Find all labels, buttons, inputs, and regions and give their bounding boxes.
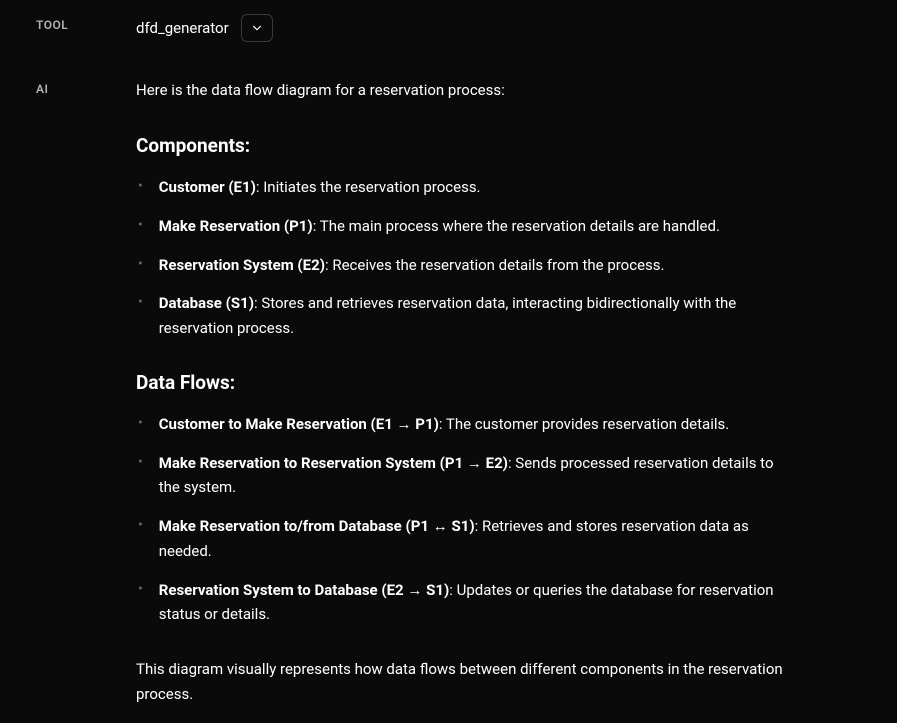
list-item-text: Reservation System to Database (E2 → S1)…	[159, 578, 796, 628]
list-item-text: Make Reservation to Reservation System (…	[159, 451, 796, 501]
bullet-icon: •	[138, 578, 143, 602]
tool-label: TOOL	[36, 14, 136, 32]
list-item: • Make Reservation (P1): The main proces…	[136, 214, 796, 239]
tool-selector: dfd_generator	[136, 14, 796, 42]
bullet-icon: •	[138, 451, 143, 475]
bullet-icon: •	[138, 412, 143, 436]
bullet-icon: •	[138, 175, 143, 199]
tool-row: TOOL dfd_generator	[36, 14, 861, 42]
ai-label: AI	[36, 78, 136, 96]
tool-dropdown-button[interactable]	[241, 14, 273, 42]
components-list: • Customer (E1): Initiates the reservati…	[136, 175, 796, 341]
list-item: • Make Reservation to/from Database (P1 …	[136, 514, 796, 564]
ai-row: AI Here is the data flow diagram for a r…	[36, 78, 861, 707]
list-item: • Reservation System to Database (E2 → S…	[136, 578, 796, 628]
list-item: • Make Reservation to Reservation System…	[136, 451, 796, 501]
list-item: • Customer to Make Reservation (E1 → P1)…	[136, 412, 796, 437]
list-item: • Database (S1): Stores and retrieves re…	[136, 291, 796, 341]
list-item-text: Reservation System (E2): Receives the re…	[159, 253, 796, 278]
bullet-icon: •	[138, 291, 143, 315]
ai-closing-text: This diagram visually represents how dat…	[136, 657, 796, 707]
list-item-text: Make Reservation (P1): The main process …	[159, 214, 796, 239]
list-item-text: Customer (E1): Initiates the reservation…	[159, 175, 796, 200]
chevron-down-icon	[250, 21, 264, 35]
dataflows-list: • Customer to Make Reservation (E1 → P1)…	[136, 412, 796, 627]
section-heading-dataflows: Data Flows:	[136, 371, 796, 394]
list-item-text: Make Reservation to/from Database (P1 ↔ …	[159, 514, 796, 564]
tool-selected-name: dfd_generator	[136, 19, 229, 37]
list-item: • Customer (E1): Initiates the reservati…	[136, 175, 796, 200]
section-heading-components: Components:	[136, 134, 796, 157]
bullet-icon: •	[138, 214, 143, 238]
ai-intro-text: Here is the data flow diagram for a rese…	[136, 78, 796, 102]
list-item-text: Database (S1): Stores and retrieves rese…	[159, 291, 796, 341]
bullet-icon: •	[138, 253, 143, 277]
list-item: • Reservation System (E2): Receives the …	[136, 253, 796, 278]
list-item-text: Customer to Make Reservation (E1 → P1): …	[159, 412, 796, 437]
ai-content: Here is the data flow diagram for a rese…	[136, 78, 796, 707]
bullet-icon: •	[138, 514, 143, 538]
